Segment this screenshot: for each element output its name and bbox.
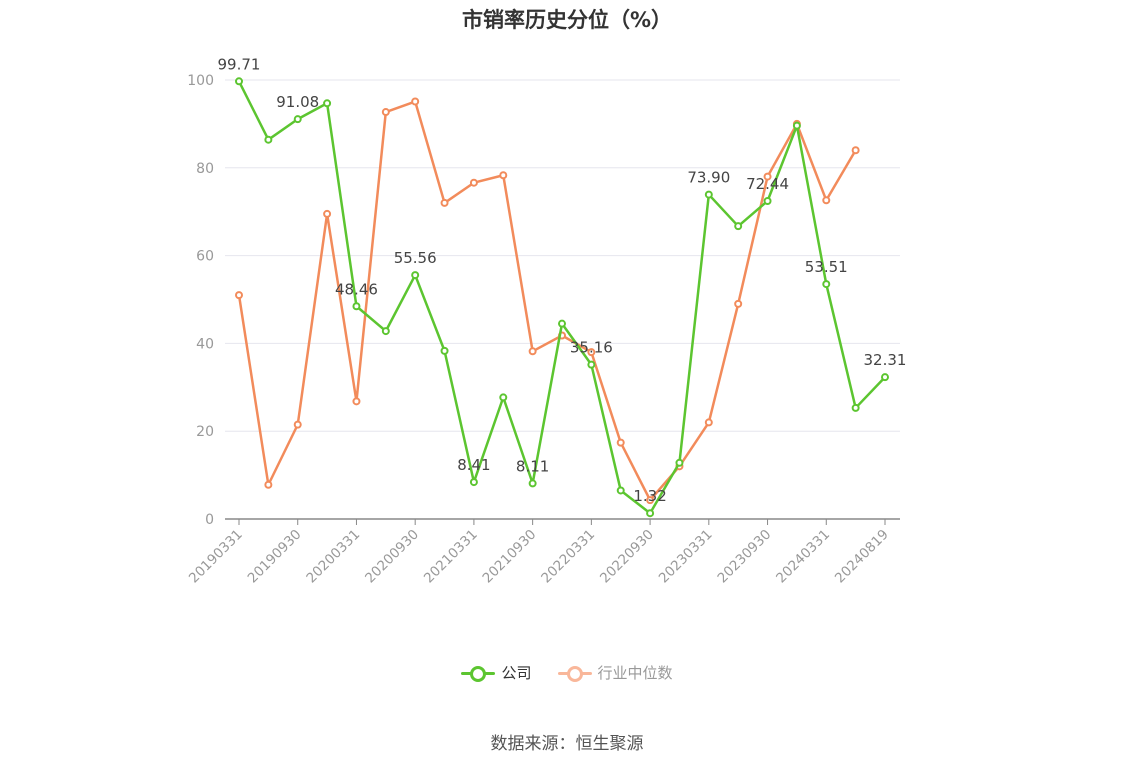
data-point-company <box>616 486 625 495</box>
data-point-company <box>558 319 566 328</box>
data-point-company <box>323 99 332 108</box>
y-tick-label: 100 <box>187 73 214 89</box>
x-tick-label: 20190331 <box>186 527 246 587</box>
legend-item-company[interactable]: 公司 <box>461 662 532 683</box>
data-label: 35.16 <box>570 339 613 357</box>
x-tick-label: 20200331 <box>303 527 363 587</box>
legend: 公司 行业中位数 <box>0 662 1134 683</box>
data-point-industry <box>469 178 478 187</box>
x-tick-label: 20210930 <box>480 527 540 587</box>
data-label: 91.08 <box>276 93 319 111</box>
data-point-industry <box>323 209 332 218</box>
data-point-industry <box>352 397 361 406</box>
x-tick-label: 20190930 <box>245 527 305 587</box>
x-tick-label: 20220331 <box>538 527 598 587</box>
data-point-company <box>411 271 420 280</box>
legend-item-industry[interactable]: 行业中位数 <box>557 662 673 683</box>
data-point-company <box>528 479 537 488</box>
data-point-industry <box>528 347 537 356</box>
data-point-industry <box>381 108 390 117</box>
data-point-industry <box>851 146 860 155</box>
legend-industry-marker-icon <box>557 665 592 682</box>
data-point-company <box>469 478 478 487</box>
data-point-company <box>587 360 596 369</box>
y-tick-label: 0 <box>205 512 214 528</box>
data-point-company <box>381 327 390 336</box>
axis-layer: 0 20 40 60 80 100 2019033120190930202003312020… <box>186 73 900 586</box>
data-point-industry <box>411 97 420 106</box>
data-point-company <box>440 346 449 355</box>
data-point-company <box>293 115 302 124</box>
data-label: 55.56 <box>394 249 437 267</box>
data-point-company <box>734 222 743 231</box>
data-point-industry <box>587 348 596 357</box>
data-point-industry <box>646 496 655 505</box>
data-point-company <box>792 121 801 130</box>
data-label: 72.44 <box>746 175 789 193</box>
data-label: 73.90 <box>687 169 730 187</box>
data-label: 8.41 <box>457 456 490 474</box>
data-label-layer: 99.71 91.08 48.46 55.56 8.41 8.11 35.16 1.32 73.… <box>218 55 907 505</box>
data-point-company <box>499 393 508 402</box>
data-label: 48.46 <box>335 280 378 298</box>
data-label: 8.11 <box>516 457 549 475</box>
data-point-industry <box>734 299 743 308</box>
x-tick-label: 20240819 <box>832 527 892 587</box>
data-label: 53.51 <box>805 258 848 276</box>
data-point-industry <box>264 480 273 489</box>
data-point-company <box>646 509 655 518</box>
legend-company-label: 公司 <box>501 664 532 682</box>
data-point-company <box>352 302 361 311</box>
x-tick-label: 20220930 <box>597 527 657 587</box>
data-point-company <box>264 135 273 144</box>
data-label: 99.71 <box>218 55 261 73</box>
x-tick-label: 20240331 <box>773 527 833 587</box>
x-tick-label: 20230930 <box>714 527 774 587</box>
legend-company-marker-icon <box>461 665 496 682</box>
data-point-industry <box>235 291 243 300</box>
x-tick-label: 20200930 <box>362 527 422 587</box>
y-tick-label: 80 <box>196 161 214 177</box>
series-line-industry <box>237 100 857 502</box>
data-point-company <box>822 280 831 289</box>
data-point-industry <box>704 418 713 427</box>
data-label: 32.31 <box>864 351 907 369</box>
series-layer <box>235 77 889 518</box>
legend-industry-label: 行业中位数 <box>597 664 673 682</box>
data-point-company <box>704 190 713 199</box>
data-point-company <box>235 77 243 86</box>
x-tick-label: 20210331 <box>421 527 481 587</box>
x-tick-label: 20230331 <box>656 527 716 587</box>
data-point-company <box>881 373 889 382</box>
chart-title: 市销率历史分位（%） <box>461 8 673 32</box>
data-source: 数据来源：恒生聚源 <box>490 734 644 754</box>
data-point-company <box>851 403 860 412</box>
data-point-industry <box>293 420 302 429</box>
data-point-company <box>763 196 772 205</box>
data-label: 1.32 <box>633 487 666 505</box>
data-point-company <box>675 458 684 467</box>
data-point-industry <box>616 438 625 447</box>
data-point-industry <box>822 196 831 205</box>
y-tick-label: 60 <box>196 249 214 265</box>
data-point-industry <box>440 198 449 207</box>
data-point-industry <box>763 172 772 181</box>
data-point-industry <box>499 171 508 180</box>
y-tick-label: 20 <box>196 424 214 440</box>
y-tick-label: 40 <box>196 336 214 352</box>
